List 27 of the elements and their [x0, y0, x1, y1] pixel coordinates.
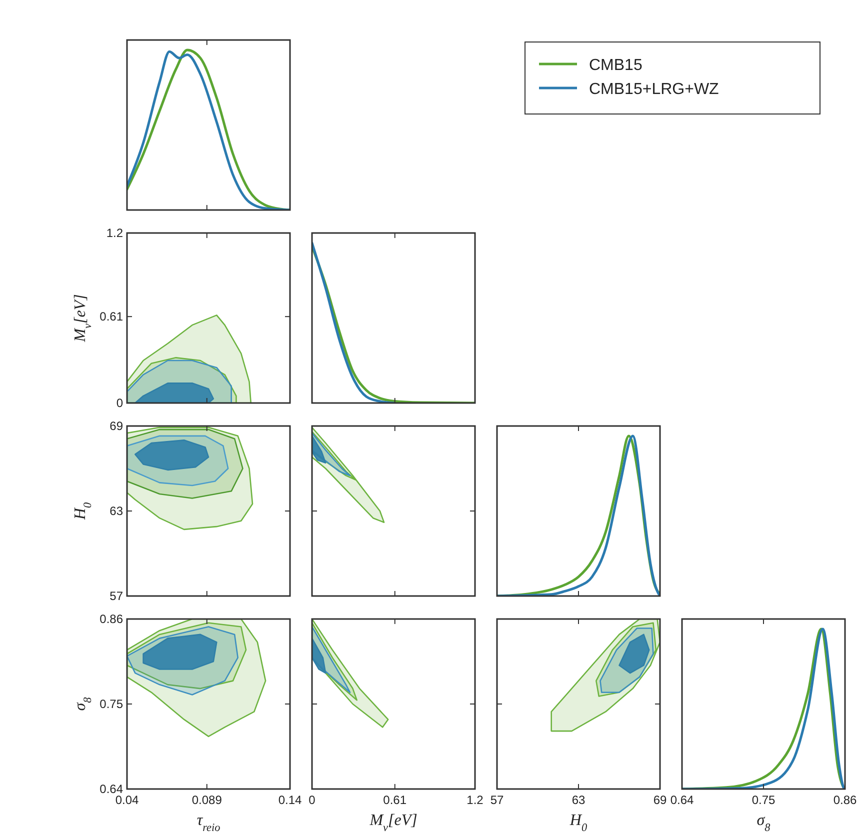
- x-axis-title: τ$_{reio}$: [196, 812, 221, 834]
- x-tick-label: 0.04: [115, 793, 139, 807]
- x-tick-label: 0.089: [192, 793, 222, 807]
- x-tick-label: 0.75: [752, 793, 776, 807]
- legend-label: CMB15: [589, 57, 642, 74]
- x-tick-label: 57: [490, 793, 504, 807]
- y-tick-label: 69: [110, 419, 124, 433]
- x-tick-label: 0.61: [383, 793, 407, 807]
- y-tick-label: 0.86: [100, 612, 124, 626]
- x-tick-label: 0.64: [670, 793, 694, 807]
- x-tick-label: 69: [653, 793, 667, 807]
- x-axis-title: σ$_{8}$: [756, 812, 771, 834]
- y-tick-label: 63: [110, 504, 124, 518]
- x-axis-title: H$_{0}$: [568, 812, 588, 834]
- y-tick-label: 0: [116, 396, 124, 410]
- y-tick-label: 57: [110, 589, 124, 603]
- y-tick-label: 0.61: [100, 310, 124, 324]
- x-tick-label: 0.86: [833, 793, 857, 807]
- x-tick-label: 0: [308, 793, 316, 807]
- y-tick-label: 1.2: [106, 226, 124, 240]
- x-axis-title: M$_{ν}$[eV]: [368, 812, 418, 834]
- legend-label: CMB15+LRG+WZ: [589, 81, 720, 98]
- x-tick-label: 1.2: [466, 793, 484, 807]
- x-tick-label: 63: [572, 793, 586, 807]
- x-tick-label: 0.14: [278, 793, 302, 807]
- y-tick-label: 0.75: [100, 697, 124, 711]
- y-tick-label: 0.64: [100, 782, 124, 796]
